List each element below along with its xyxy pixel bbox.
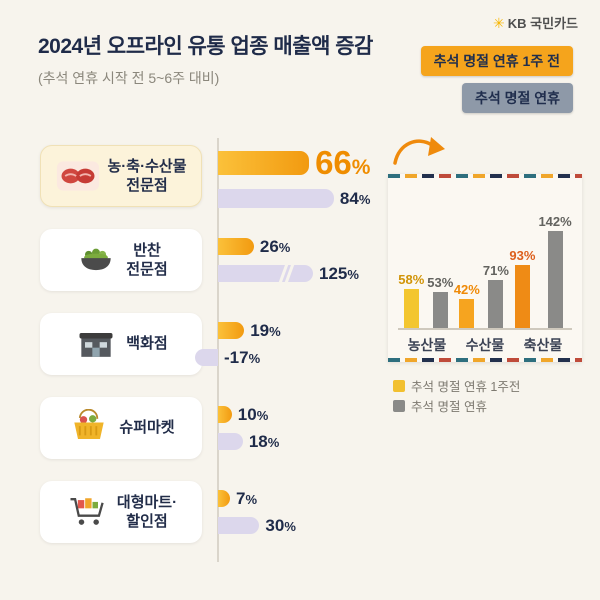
category-card: 대형마트· 할인점	[40, 481, 202, 543]
value-label: 142%	[538, 214, 572, 230]
decorative-dash-border-bottom	[388, 358, 582, 362]
curved-arrow-icon	[393, 137, 445, 165]
bar-holiday	[218, 433, 243, 450]
axis-line	[217, 138, 219, 562]
value-label: 42%	[453, 282, 480, 298]
category-card: 농·축·수산물 전문점	[40, 145, 202, 207]
bar-week-before	[218, 322, 245, 339]
brand-name: KB 국민카드	[507, 16, 578, 31]
bar-holiday-negative	[194, 349, 218, 366]
value-label: 53%	[427, 274, 454, 290]
bar-holiday-truncated	[218, 265, 313, 282]
inset-category-labels: 농산물 수산물 축산물	[398, 335, 572, 355]
bar-holiday	[218, 517, 260, 534]
category-label: 대형마트· 할인점	[116, 493, 178, 531]
kb-kookmin-card-logo: ✳ KB 국민카드	[493, 13, 578, 32]
page-title: 2024년 오프라인 유통 업종 매출액 증감	[38, 35, 373, 58]
side-dish-bowl-icon	[74, 241, 118, 279]
value-label: 18%	[248, 431, 280, 451]
gray-swatch-icon	[393, 400, 405, 412]
department-store-icon	[74, 325, 118, 363]
bar-week-before	[459, 299, 475, 328]
category-card: 슈퍼마켓	[40, 397, 202, 459]
bar-group-livestock: 93% 142%	[509, 214, 572, 328]
chart-row-department-store: 백화점 19% -17%	[40, 308, 281, 380]
chart-row-hypermarket: 대형마트· 할인점 7% 30%	[40, 476, 296, 548]
bar-holiday	[488, 279, 504, 328]
legend-badge-week-before: 추석 명절 연휴 1주 전	[420, 46, 573, 76]
legend-badge-holiday: 추석 명절 연휴	[461, 83, 573, 113]
category-label: 백화점	[126, 335, 168, 353]
category-label: 농산물	[407, 337, 447, 353]
value-label: 26%	[259, 236, 291, 256]
value-label: 125%	[319, 263, 359, 283]
category-label: 농·축·수산물 전문점	[107, 157, 187, 195]
meat-icon	[56, 157, 100, 195]
category-label: 수산물	[465, 337, 505, 353]
value-label: 84%	[339, 188, 371, 208]
inset-chart-panel: 58% 53% 42% 71%	[388, 174, 582, 362]
bar-holiday	[218, 189, 334, 208]
bar-week-before	[218, 490, 230, 507]
category-card: 반찬 전문점	[40, 229, 202, 291]
legend-item-holiday: 추석 명절 연휴	[393, 397, 520, 417]
bar-holiday	[547, 231, 563, 328]
kb-star-icon: ✳	[493, 15, 505, 31]
bar-week-before	[403, 288, 419, 328]
shopping-cart-icon	[65, 493, 109, 531]
bar-break-mark	[281, 262, 293, 285]
bar-holiday	[432, 291, 448, 328]
value-label: 71%	[482, 262, 509, 278]
value-label: 10%	[237, 404, 269, 424]
bar-week-before	[218, 238, 254, 255]
value-label: 93%	[509, 247, 536, 263]
bar-group-agricultural: 58% 53%	[398, 272, 453, 328]
decorative-dash-border-top	[388, 174, 582, 178]
category-label: 반찬 전문점	[126, 241, 168, 279]
value-label: 19%	[250, 320, 281, 340]
bar-week-before	[218, 150, 310, 175]
legend-item-week-before: 추석 명절 연휴 1주전	[393, 377, 520, 397]
shopping-basket-icon	[67, 409, 111, 447]
bar-week-before	[218, 406, 232, 423]
value-label: -17%	[224, 347, 261, 367]
inset-plot-area: 58% 53% 42% 71%	[398, 192, 572, 330]
category-card: 백화점	[40, 313, 202, 375]
bar-week-before	[514, 264, 530, 328]
category-label: 슈퍼마켓	[119, 419, 175, 437]
category-label: 축산물	[523, 337, 563, 353]
value-label: 30%	[265, 515, 296, 535]
bar-group-fishery: 42% 71%	[454, 263, 509, 328]
page-subtitle: (추석 연휴 시작 전 5~6주 대비)	[38, 70, 220, 86]
chart-row-supermarket: 슈퍼마켓 10% 18%	[40, 392, 279, 464]
value-label: 58%	[398, 271, 425, 287]
chart-row-side-dish: 반찬 전문점 26% 125%	[40, 224, 359, 296]
inset-legend: 추석 명절 연휴 1주전 추석 명절 연휴	[393, 377, 520, 417]
value-label: 66%	[315, 143, 371, 181]
chart-row-agri-livestock-fishery: 농·축·수산물 전문점 66% 84%	[40, 140, 370, 212]
value-label: 7%	[236, 488, 258, 508]
yellow-swatch-icon	[393, 380, 405, 392]
